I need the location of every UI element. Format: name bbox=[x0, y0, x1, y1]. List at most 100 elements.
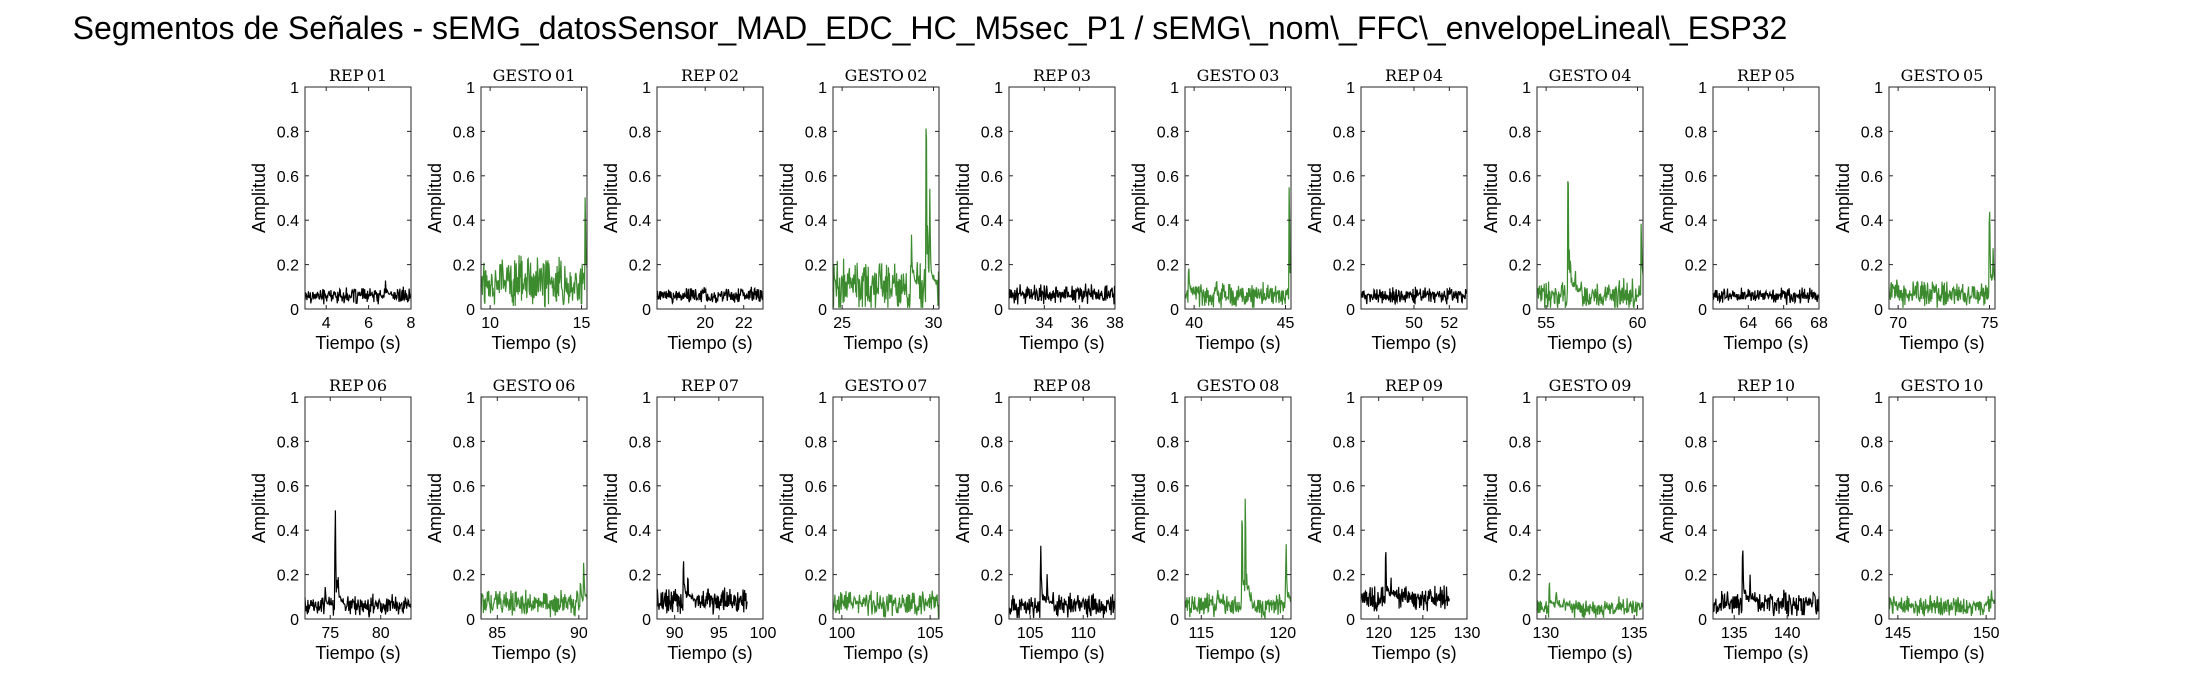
figure-title: Segmentos de Señales - sEMG_datosSensor_… bbox=[72, 10, 1788, 46]
subplot-title: REP 09 bbox=[1385, 376, 1443, 395]
subplot-title: GESTO 05 bbox=[1901, 66, 1984, 85]
y-tick-label: 1 bbox=[1170, 80, 1179, 97]
y-tick-label: 0.2 bbox=[1685, 568, 1707, 585]
subplot-gesto-03: 0 0.2 0.4 0.6 0.8 1 40 45 GESTO 03 Tiempo (s) Ampl… bbox=[1129, 66, 1295, 353]
y-tick-label: 0.2 bbox=[1861, 568, 1883, 585]
axes-box bbox=[656, 86, 764, 310]
x-tick-label: 125 bbox=[1409, 625, 1436, 642]
y-tick-label: 0 bbox=[1522, 612, 1531, 629]
x-tick-label: 22 bbox=[735, 315, 753, 332]
x-tick-label: 40 bbox=[1185, 315, 1203, 332]
subplot-title: GESTO 10 bbox=[1901, 376, 1984, 395]
axes-box bbox=[832, 86, 940, 310]
x-tick-label: 135 bbox=[1621, 625, 1648, 642]
y-tick-label: 0.8 bbox=[1157, 124, 1179, 141]
y-tick-label: 0.6 bbox=[981, 169, 1003, 186]
y-tick-label: 0.4 bbox=[453, 213, 475, 230]
signal-line bbox=[832, 590, 940, 618]
x-tick-label: 52 bbox=[1440, 315, 1458, 332]
x-tick-label: 130 bbox=[1454, 625, 1481, 642]
y-tick-label: 0 bbox=[994, 302, 1003, 319]
x-tick-label: 105 bbox=[1017, 625, 1044, 642]
y-axis-label: Amplitud bbox=[1833, 163, 1853, 233]
x-tick-label: 60 bbox=[1629, 315, 1647, 332]
axes-box bbox=[1712, 396, 1820, 620]
y-axis-label: Amplitud bbox=[425, 473, 445, 543]
y-tick-label: 0.8 bbox=[629, 124, 651, 141]
y-tick-label: 0 bbox=[1874, 612, 1883, 629]
x-tick-label: 80 bbox=[372, 625, 390, 642]
y-tick-label: 0 bbox=[290, 302, 299, 319]
y-tick-label: 1 bbox=[1522, 80, 1531, 97]
y-axis-label: Amplitud bbox=[1657, 473, 1677, 543]
x-tick-label: 4 bbox=[322, 315, 331, 332]
axes-box bbox=[1888, 86, 1996, 310]
y-tick-label: 0 bbox=[1170, 302, 1179, 319]
x-tick-label: 30 bbox=[925, 315, 943, 332]
y-tick-label: 0.6 bbox=[1861, 169, 1883, 186]
x-axis-label: Tiempo (s) bbox=[491, 333, 576, 353]
y-tick-label: 1 bbox=[1698, 80, 1707, 97]
y-tick-label: 0.6 bbox=[1333, 479, 1355, 496]
y-tick-label: 0 bbox=[818, 612, 827, 629]
y-tick-label: 0.2 bbox=[277, 568, 299, 585]
subplot-title: REP 10 bbox=[1737, 376, 1795, 395]
x-tick-label: 140 bbox=[1774, 625, 1801, 642]
x-tick-label: 75 bbox=[1981, 315, 1999, 332]
subplot-gesto-05: 0 0.2 0.4 0.6 0.8 1 70 75 GESTO 05 Tiempo (s) Ampl… bbox=[1833, 66, 1999, 353]
y-tick-label: 0.8 bbox=[1685, 434, 1707, 451]
axes-box bbox=[1184, 396, 1292, 620]
y-tick-label: 0.6 bbox=[277, 479, 299, 496]
axes-box bbox=[1360, 86, 1468, 310]
x-tick-label: 6 bbox=[364, 315, 373, 332]
y-axis-label: Amplitud bbox=[1481, 163, 1501, 233]
x-axis-label: Tiempo (s) bbox=[1371, 643, 1456, 663]
y-tick-label: 1 bbox=[1698, 390, 1707, 407]
subplot-title: REP 04 bbox=[1385, 66, 1443, 85]
x-tick-label: 120 bbox=[1269, 625, 1296, 642]
x-axis-label: Tiempo (s) bbox=[843, 333, 928, 353]
y-tick-label: 0.4 bbox=[1333, 213, 1355, 230]
y-tick-label: 0 bbox=[1346, 612, 1355, 629]
y-axis-label: Amplitud bbox=[953, 163, 973, 233]
y-tick-label: 0 bbox=[466, 302, 475, 319]
axes-box bbox=[1360, 396, 1468, 620]
x-tick-label: 135 bbox=[1721, 625, 1748, 642]
y-tick-label: 0.6 bbox=[1333, 169, 1355, 186]
x-axis-label: Tiempo (s) bbox=[1899, 333, 1984, 353]
x-tick-label: 100 bbox=[750, 625, 777, 642]
x-tick-label: 85 bbox=[488, 625, 506, 642]
y-tick-label: 0.6 bbox=[1157, 479, 1179, 496]
signal-line bbox=[1008, 545, 1116, 618]
x-tick-label: 100 bbox=[828, 625, 855, 642]
y-tick-label: 0.8 bbox=[1861, 434, 1883, 451]
subplot-gesto-09: 0 0.2 0.4 0.6 0.8 1 130 135 GESTO 09 Tiempo (s) Am… bbox=[1481, 376, 1648, 663]
y-axis-label: Amplitud bbox=[601, 473, 621, 543]
y-tick-label: 0.4 bbox=[1157, 213, 1179, 230]
y-tick-label: 0.4 bbox=[1157, 523, 1179, 540]
x-axis-label: Tiempo (s) bbox=[1547, 643, 1632, 663]
x-tick-label: 115 bbox=[1189, 625, 1215, 642]
y-tick-label: 0.8 bbox=[981, 434, 1003, 451]
x-tick-label: 38 bbox=[1106, 315, 1124, 332]
subplot-title: GESTO 08 bbox=[1197, 376, 1280, 395]
y-tick-label: 0.8 bbox=[805, 124, 827, 141]
y-axis-label: Amplitud bbox=[249, 473, 269, 543]
subplot-title: REP 07 bbox=[681, 376, 739, 395]
y-tick-label: 0.8 bbox=[1333, 434, 1355, 451]
y-tick-label: 1 bbox=[290, 390, 299, 407]
y-axis-label: Amplitud bbox=[425, 163, 445, 233]
subplot-title: GESTO 01 bbox=[493, 66, 576, 85]
subplot-gesto-01: 0 0.2 0.4 0.6 0.8 1 10 15 GESTO 01 Tiempo (s) Ampl… bbox=[425, 66, 591, 353]
y-tick-label: 0.6 bbox=[629, 479, 651, 496]
y-tick-label: 0.8 bbox=[453, 124, 475, 141]
y-tick-label: 0.6 bbox=[277, 169, 299, 186]
x-axis-label: Tiempo (s) bbox=[1371, 333, 1456, 353]
x-axis-label: Tiempo (s) bbox=[1195, 643, 1280, 663]
y-axis-label: Amplitud bbox=[601, 163, 621, 233]
x-axis-label: Tiempo (s) bbox=[1899, 643, 1984, 663]
y-tick-label: 0.8 bbox=[805, 434, 827, 451]
y-tick-label: 0.6 bbox=[453, 479, 475, 496]
y-tick-label: 0.6 bbox=[805, 169, 827, 186]
y-tick-label: 0 bbox=[818, 302, 827, 319]
